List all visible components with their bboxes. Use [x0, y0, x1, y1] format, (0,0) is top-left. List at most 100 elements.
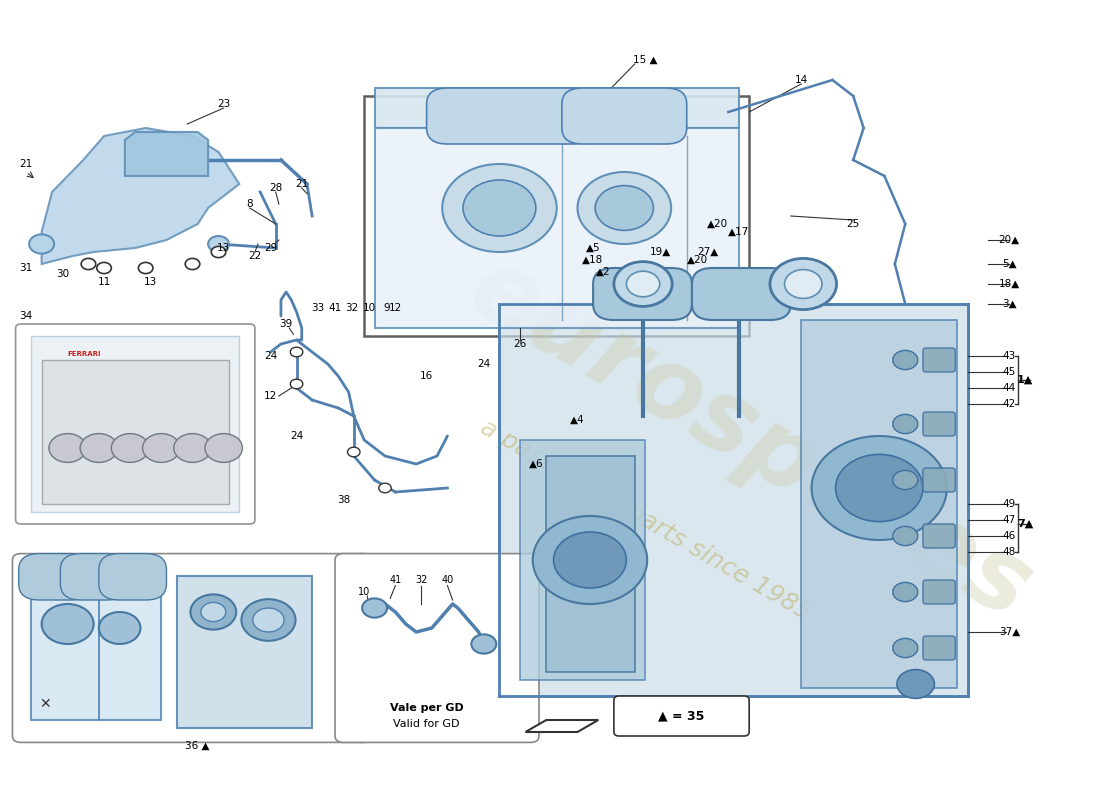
- Circle shape: [81, 258, 96, 270]
- Text: ▲18: ▲18: [583, 255, 604, 265]
- Text: 29: 29: [264, 243, 277, 253]
- FancyBboxPatch shape: [99, 554, 166, 600]
- Polygon shape: [375, 88, 739, 128]
- Text: 21: 21: [295, 179, 308, 189]
- Text: 41: 41: [389, 575, 402, 585]
- Text: 46: 46: [1003, 531, 1016, 541]
- Text: 12: 12: [388, 303, 401, 313]
- Text: 41: 41: [329, 303, 342, 313]
- Polygon shape: [42, 360, 229, 504]
- Text: ✕: ✕: [40, 697, 52, 711]
- Circle shape: [893, 350, 917, 370]
- Text: 10: 10: [363, 303, 376, 313]
- Text: FERRARI: FERRARI: [67, 351, 101, 357]
- Text: 8: 8: [246, 199, 253, 209]
- Polygon shape: [31, 336, 240, 512]
- FancyBboxPatch shape: [19, 554, 91, 600]
- Text: 7▲: 7▲: [1016, 519, 1033, 529]
- Text: 10: 10: [359, 587, 371, 597]
- Circle shape: [241, 599, 296, 641]
- FancyBboxPatch shape: [923, 468, 955, 492]
- Text: 33: 33: [310, 303, 324, 313]
- Circle shape: [205, 434, 242, 462]
- Text: 38: 38: [337, 495, 350, 505]
- Polygon shape: [520, 440, 645, 680]
- Text: 48: 48: [1003, 547, 1016, 557]
- Circle shape: [578, 172, 671, 244]
- Text: eurospares: eurospares: [451, 240, 1047, 640]
- Text: 3▲: 3▲: [1002, 299, 1016, 309]
- Circle shape: [185, 258, 200, 270]
- Circle shape: [42, 604, 94, 644]
- Polygon shape: [177, 576, 312, 728]
- Text: 26: 26: [514, 339, 527, 349]
- Circle shape: [553, 532, 626, 588]
- Text: 9: 9: [384, 303, 390, 313]
- Circle shape: [174, 434, 211, 462]
- Polygon shape: [526, 720, 598, 732]
- Text: 44: 44: [1003, 383, 1016, 393]
- Text: 30: 30: [56, 269, 69, 278]
- FancyBboxPatch shape: [593, 268, 692, 320]
- Text: 13: 13: [144, 277, 157, 286]
- Text: 45: 45: [1003, 367, 1016, 377]
- Text: 1▲: 1▲: [1016, 375, 1033, 385]
- Polygon shape: [547, 456, 635, 672]
- Text: 39: 39: [279, 319, 293, 329]
- Text: 24: 24: [477, 359, 491, 369]
- Text: Vale per GD: Vale per GD: [389, 703, 463, 713]
- Text: 32: 32: [345, 303, 359, 313]
- Circle shape: [111, 434, 148, 462]
- Text: 19▲: 19▲: [650, 247, 671, 257]
- Text: 22: 22: [249, 251, 262, 261]
- Circle shape: [893, 582, 917, 602]
- Text: Valid for GD: Valid for GD: [394, 719, 460, 729]
- Polygon shape: [375, 128, 739, 328]
- FancyBboxPatch shape: [12, 554, 373, 742]
- FancyBboxPatch shape: [562, 88, 686, 144]
- Circle shape: [80, 434, 118, 462]
- Text: 37▲: 37▲: [999, 627, 1020, 637]
- Polygon shape: [31, 576, 162, 720]
- Circle shape: [614, 262, 672, 306]
- FancyBboxPatch shape: [923, 524, 955, 548]
- Text: 47: 47: [1003, 515, 1016, 525]
- Text: 24: 24: [264, 351, 277, 361]
- Circle shape: [290, 347, 303, 357]
- Text: 43: 43: [1003, 351, 1016, 361]
- Circle shape: [29, 234, 54, 254]
- Text: 34: 34: [20, 311, 33, 321]
- Circle shape: [290, 379, 303, 389]
- Circle shape: [463, 180, 536, 236]
- Text: ▲6: ▲6: [529, 459, 543, 469]
- Text: a passion for parts since 1985: a passion for parts since 1985: [475, 415, 815, 625]
- Circle shape: [211, 246, 226, 258]
- Circle shape: [770, 258, 837, 310]
- Text: 20▲: 20▲: [999, 235, 1020, 245]
- Circle shape: [99, 612, 141, 644]
- Circle shape: [532, 516, 647, 604]
- FancyBboxPatch shape: [15, 324, 255, 524]
- Text: 5▲: 5▲: [1002, 259, 1016, 269]
- Circle shape: [208, 236, 229, 252]
- Circle shape: [893, 638, 917, 658]
- Text: 36 ▲: 36 ▲: [186, 741, 210, 750]
- FancyBboxPatch shape: [692, 268, 791, 320]
- Circle shape: [893, 414, 917, 434]
- Text: ▲17: ▲17: [728, 227, 749, 237]
- Circle shape: [812, 436, 947, 540]
- FancyBboxPatch shape: [336, 554, 539, 742]
- Circle shape: [348, 447, 360, 457]
- Text: ▲4: ▲4: [570, 415, 585, 425]
- Circle shape: [362, 598, 387, 618]
- Text: 49: 49: [1003, 499, 1016, 509]
- Circle shape: [48, 434, 87, 462]
- Circle shape: [97, 262, 111, 274]
- Text: 13: 13: [217, 243, 230, 253]
- Text: 23: 23: [217, 99, 230, 109]
- Text: 24: 24: [290, 431, 304, 441]
- Text: ▲ = 35: ▲ = 35: [659, 710, 705, 722]
- Circle shape: [190, 594, 236, 630]
- Text: ▲20: ▲20: [686, 255, 707, 265]
- Text: ▲20: ▲20: [707, 219, 728, 229]
